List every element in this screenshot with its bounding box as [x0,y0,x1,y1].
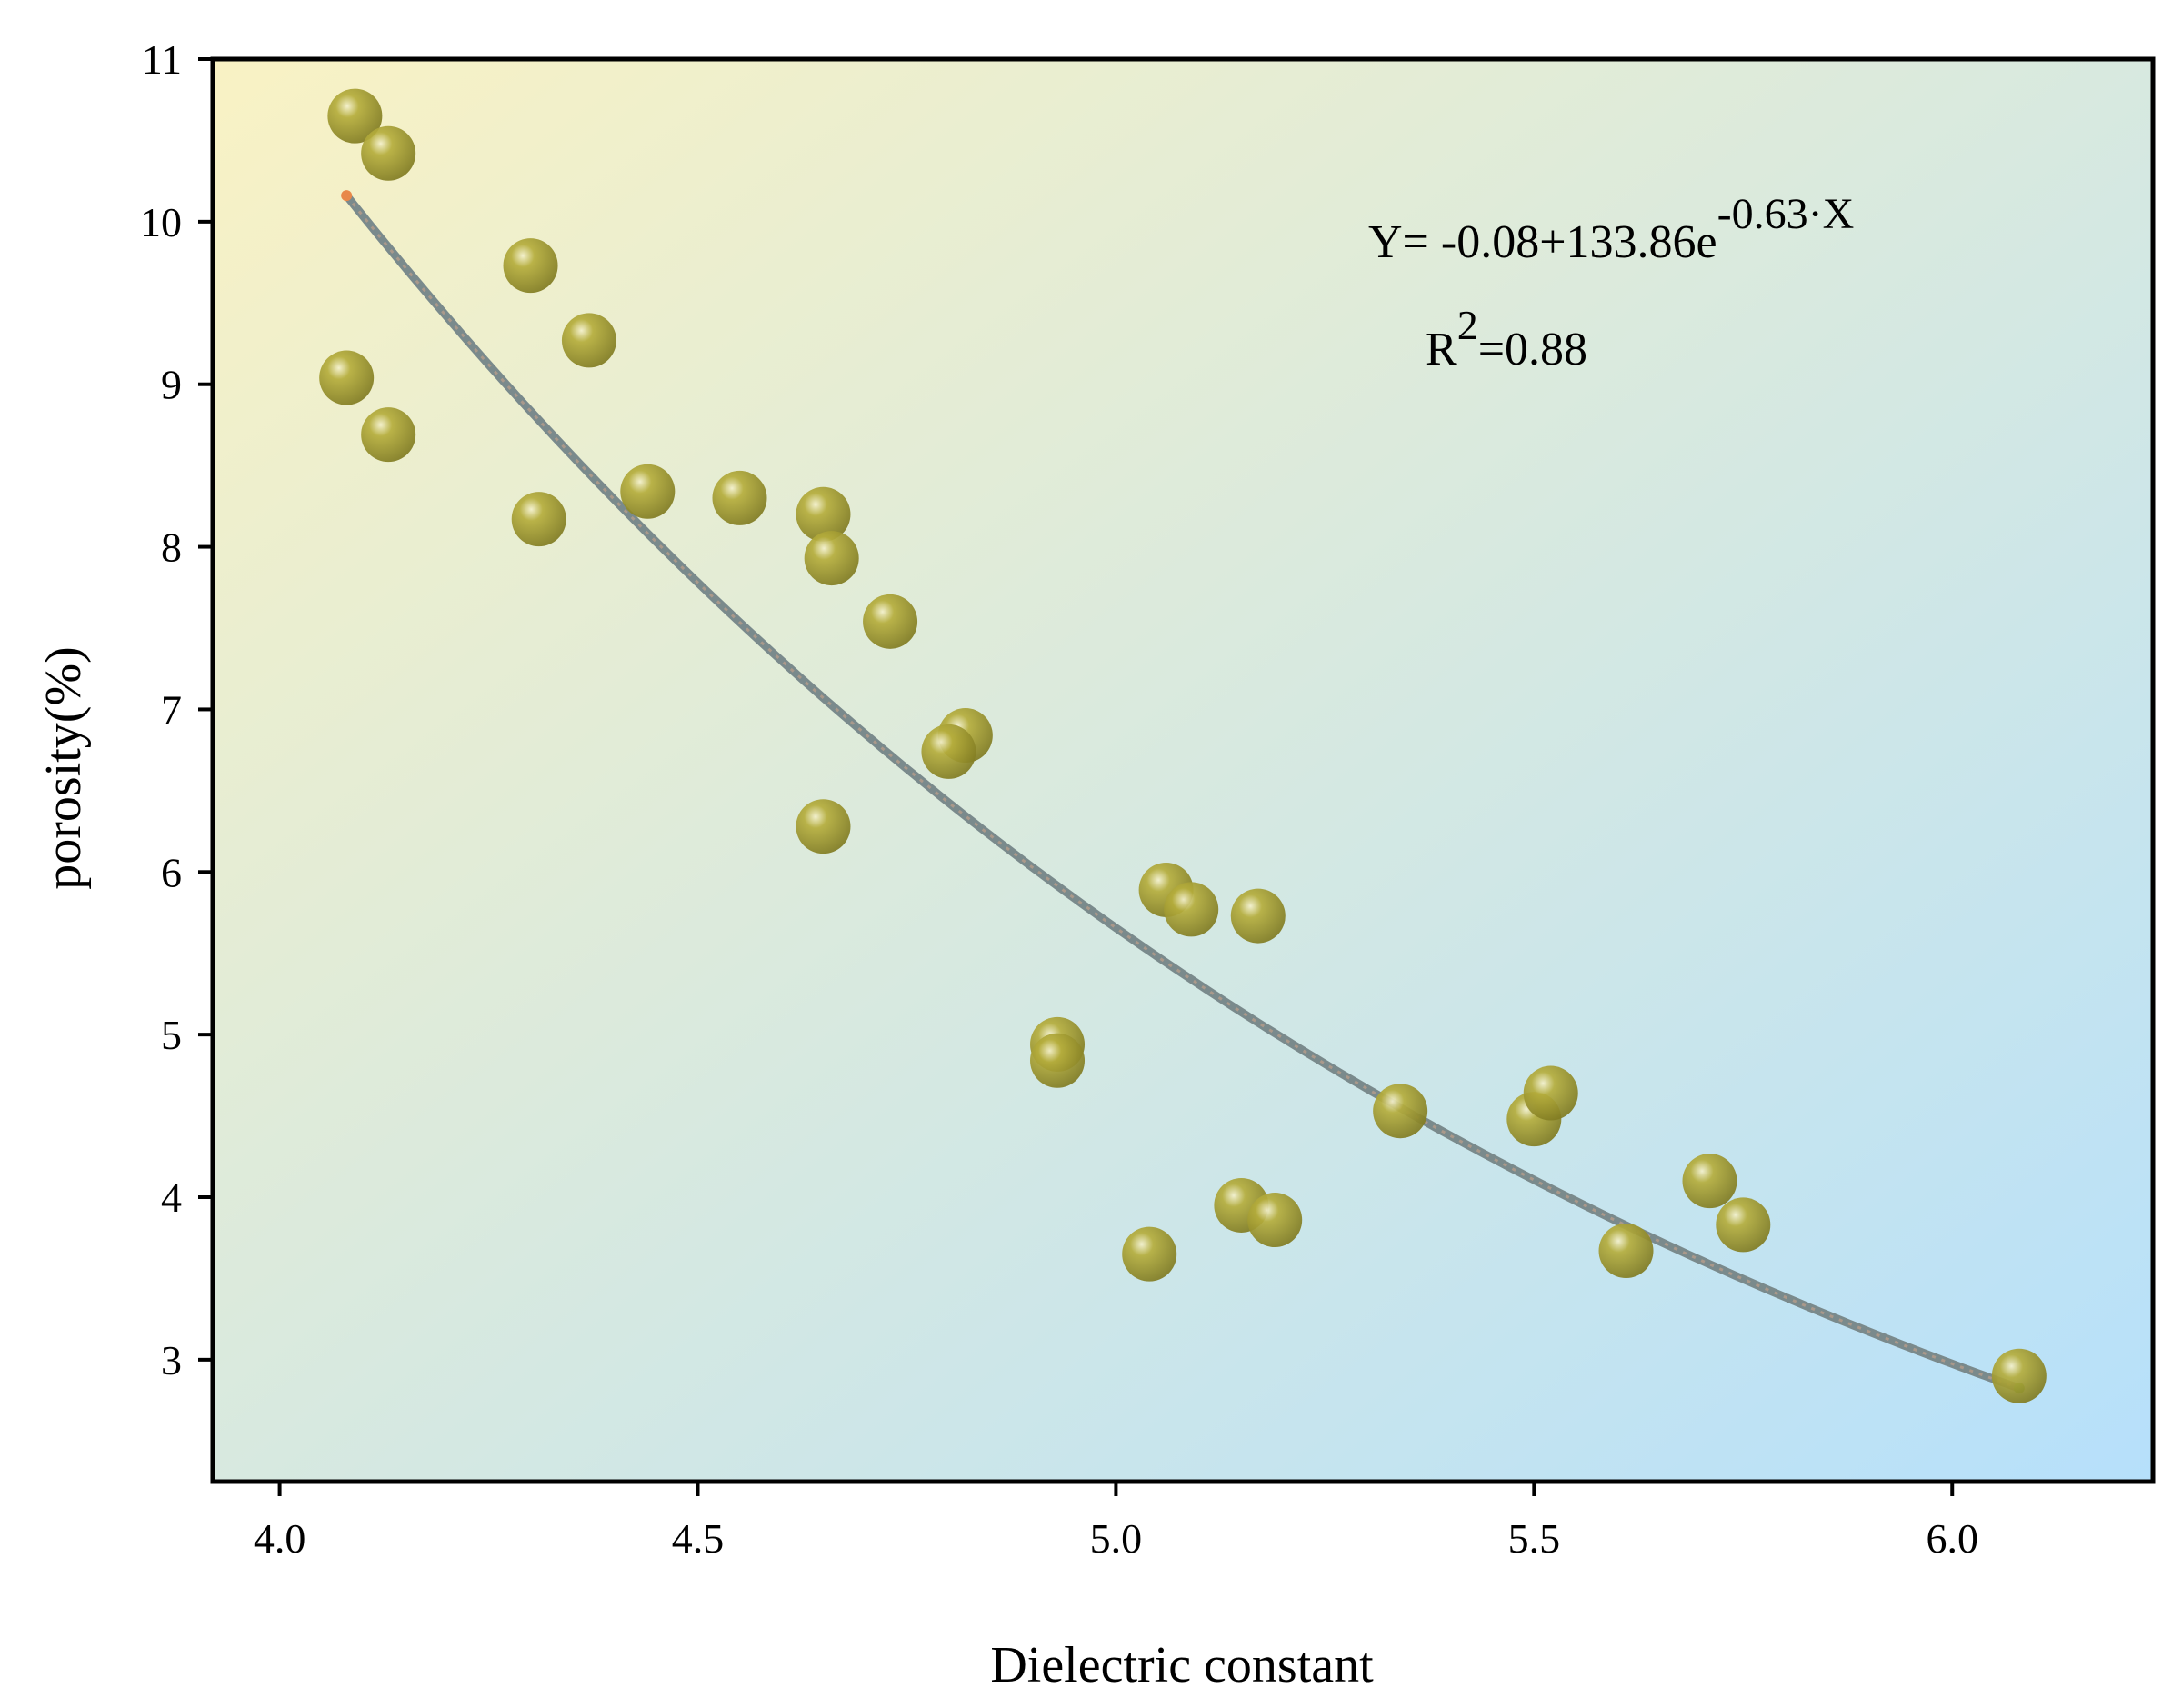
data-point [1030,1033,1086,1088]
fit-curve-texture [345,195,2020,1390]
data-point [1598,1224,1654,1279]
x-axis-title: Dielectric constant [990,1637,1374,1693]
data-point [503,238,558,294]
data-point [1164,882,1219,937]
data-point [796,486,851,542]
data-point [1247,1193,1303,1248]
y-tick-label: 7 [161,686,182,733]
data-point [796,799,851,854]
y-axis-ticks: 3 4 5 6 7 8 9 10 11 [140,36,213,1383]
data-point [863,594,918,649]
data-point [319,350,375,405]
plot-background [213,59,2153,1482]
y-tick-label: 5 [161,1012,182,1058]
plot-frame [210,56,2156,1484]
y-tick-label: 10 [140,199,182,245]
x-tick-label: 5.5 [1508,1515,1561,1562]
data-point [361,407,416,463]
data-point [1122,1226,1177,1282]
x-tick-label: 6.0 [1926,1515,1978,1562]
data-point [1523,1065,1578,1121]
data-points-group [319,88,2047,1403]
data-point [1991,1348,2047,1403]
r-squared-base: R [1426,324,1457,375]
data-point [921,724,976,779]
data-point [361,125,416,181]
data-point [1682,1154,1737,1209]
r-squared-label: R2=0.88 [1426,302,1587,375]
r-squared-exponent: 2 [1457,302,1478,348]
y-tick-label: 4 [161,1174,182,1221]
data-point [561,313,616,368]
y-tick-label: 3 [161,1337,182,1383]
data-point [712,470,767,525]
x-tick-label: 4.0 [254,1515,306,1562]
x-axis-ticks: 4.0 4.5 5.0 5.5 6.0 [254,1482,1978,1562]
x-tick-label: 4.5 [672,1515,725,1562]
y-tick-label: 6 [161,849,182,895]
x-tick-label: 5.0 [1090,1515,1143,1562]
equation-exponent: -0.63·X [1717,190,1855,238]
fit-equation: Y= -0.08+133.86e-0.63·X [1368,190,1854,268]
data-point [1230,888,1286,944]
data-point [511,492,566,547]
equation-main: Y= -0.08+133.86e [1368,216,1717,268]
data-point [620,464,676,519]
y-axis-title: porosity(%) [35,646,92,890]
r-squared-value: =0.88 [1478,324,1587,375]
y-tick-label: 9 [161,362,182,408]
y-tick-label: 11 [142,36,182,83]
fit-curve-start [341,190,353,202]
y-tick-label: 8 [161,524,182,571]
data-point [327,88,383,144]
data-point [804,531,859,586]
data-point [1716,1197,1771,1253]
data-point [1373,1084,1428,1139]
